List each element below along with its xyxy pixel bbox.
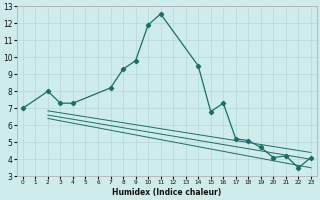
X-axis label: Humidex (Indice chaleur): Humidex (Indice chaleur): [112, 188, 221, 197]
